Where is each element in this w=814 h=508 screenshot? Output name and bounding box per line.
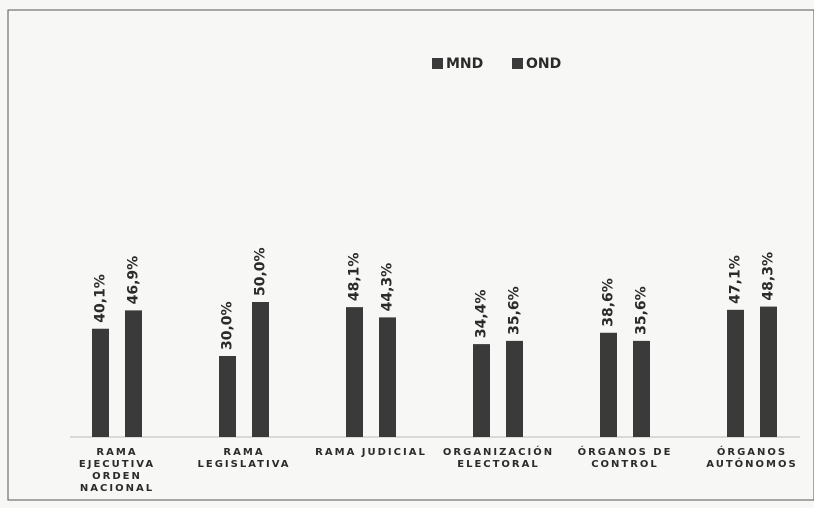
- value-label: 48,3%: [761, 252, 777, 301]
- bar: [600, 333, 617, 437]
- value-label: 50,0%: [253, 247, 269, 296]
- bar: [506, 341, 523, 437]
- chart-container: MND OND 40,1% 46,9% 30,0% 50,0% 48,1% 44,3% 34,4…: [0, 0, 814, 508]
- value-label: 30,0%: [220, 301, 236, 350]
- value-label: 46,9%: [126, 256, 142, 305]
- bar: [219, 356, 236, 437]
- value-label: 40,1%: [93, 274, 109, 323]
- category-label: ÓRGANOS DE CONTROL: [575, 447, 675, 471]
- legend-swatch: [432, 58, 443, 69]
- chart: MND OND 40,1% 46,9% 30,0% 50,0% 48,1% 44,3% 34,4…: [0, 0, 814, 508]
- value-label: 44,3%: [380, 263, 396, 312]
- bar: [346, 307, 363, 437]
- bar: [727, 310, 744, 437]
- bar: [125, 310, 142, 437]
- category-label: ORGANIZACIÓN ELECTORAL: [436, 447, 561, 471]
- category-label: ÓRGANOS AUTÓNOMOS: [702, 447, 802, 471]
- value-label: 47,1%: [728, 255, 744, 304]
- category-label: RAMA JUDICIAL: [311, 447, 431, 459]
- category-label: RAMA LEGISLATIVA: [189, 447, 299, 471]
- value-label: 35,6%: [634, 286, 650, 335]
- value-label: 34,4%: [474, 290, 490, 339]
- bar: [633, 341, 650, 437]
- legend-label: MND: [446, 56, 483, 72]
- bar: [379, 317, 396, 437]
- bar: [252, 302, 269, 437]
- bar: [92, 329, 109, 437]
- value-label: 35,6%: [507, 286, 523, 335]
- legend-label: OND: [526, 56, 561, 72]
- bar: [760, 307, 777, 437]
- bar: [473, 344, 490, 437]
- value-label: 38,6%: [601, 278, 617, 327]
- value-label: 48,1%: [347, 253, 363, 302]
- category-label: RAMA EJECUTIVA ORDEN NACIONAL: [72, 447, 162, 495]
- legend-swatch: [512, 58, 523, 69]
